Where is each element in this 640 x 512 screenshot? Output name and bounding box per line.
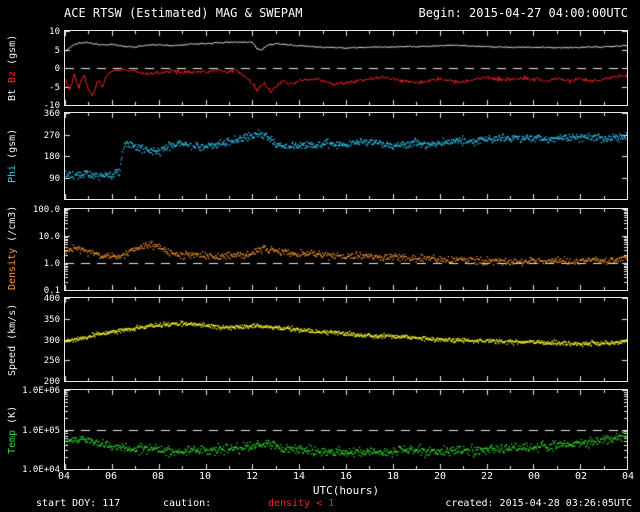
mag-axis-label-part: Bz [7, 65, 18, 84]
density-axis-label: Density (/cm3) [5, 205, 21, 290]
phi-plot-canvas [65, 113, 627, 199]
density-axis-label-part: Density [7, 241, 18, 290]
mag-y-tick-label: 5 [54, 45, 60, 56]
mag-axis-label-part: (gsm) [7, 34, 18, 65]
panel-phi: Phi (gsm) 360 270 180 90 [7, 109, 628, 200]
phi-y-tick-label: 360 [43, 109, 60, 119]
density-y-tick-label: 0.1 [43, 286, 60, 296]
temp-axis-label-part: (K) [7, 405, 18, 424]
begin-timestamp: Begin: 2015-04-27 04:00:00UTC [418, 6, 628, 20]
speed-axis-label-part: (km/s) [7, 303, 18, 340]
x-tick-label: 16 [339, 471, 353, 482]
footer: start DOY: 117 caution: density < 1 crea… [0, 498, 640, 510]
mag-y-tick-label: -10 [43, 101, 60, 111]
x-axis-tick-labels: 04 06 08 10 12 14 16 18 20 22 00 02 04 [58, 471, 634, 483]
x-tick-label: 12 [245, 471, 259, 482]
temp-y-tick-label: 1.0E+05 [22, 425, 60, 436]
phi-y-tick-label: 90 [49, 173, 60, 184]
panel-mag-bt-bz: Bt Bz (gsm) 10 5 0 -5 -10 [7, 27, 628, 111]
speed-y-tick-label: 200 [43, 377, 60, 387]
start-doy-label: start DOY: 117 [36, 498, 121, 509]
speed-axis-label: Speed (km/s) [5, 298, 21, 381]
panel-density: Density (/cm3) 100.0 10.0 1.0 0.1 [7, 205, 628, 296]
speed-axis-label-part: Speed [7, 339, 18, 376]
chart-title: ACE RTSW (Estimated) MAG & SWEPAM [64, 6, 303, 20]
speed-y-tick-label: 300 [43, 335, 60, 346]
temp-y-tick-label: 1.0E+04 [22, 465, 60, 475]
caution-label: caution: [163, 498, 212, 509]
speed-y-tick-label: 350 [43, 314, 60, 325]
density-plot-canvas [65, 209, 627, 290]
speed-y-tick-label: 400 [43, 294, 60, 304]
x-tick-label: 08 [151, 471, 165, 482]
x-tick-label: 04 [57, 471, 71, 482]
phi-y-tick-label: 180 [43, 152, 60, 162]
density-axis-label-part: (/cm3) [7, 205, 18, 242]
panel-speed: Speed (km/s) 400 350 300 250 200 [7, 294, 628, 387]
phi-axis-label-part: Phi [7, 159, 18, 184]
x-tick-label: 20 [433, 471, 447, 482]
temp-axis-label-part: Temp [7, 423, 18, 454]
mag-axis-label: Bt Bz (gsm) [5, 31, 21, 105]
created-timestamp: created: 2015-04-28 03:26:05UTC [445, 498, 632, 509]
caution-value: density < 1 [268, 498, 335, 509]
x-tick-label: 06 [104, 471, 118, 482]
mag-y-tick-label: -5 [49, 82, 60, 93]
x-axis-label: UTC(hours) [312, 484, 380, 497]
x-tick-label: 04 [621, 471, 635, 482]
phi-axis-label-part: (gsm) [7, 128, 18, 160]
x-tick-label: 18 [386, 471, 400, 482]
temp-plot-canvas [65, 390, 627, 469]
temp-y-tick-label: 1.0E+06 [22, 386, 60, 396]
temp-axis-label: Temp (K) [5, 390, 21, 469]
title-row: ACE RTSW (Estimated) MAG & SWEPAM Begin:… [64, 6, 628, 20]
density-y-tick-label: 1.0 [43, 259, 60, 269]
speed-y-tick-label: 250 [43, 356, 60, 367]
mag-y-tick-label: 10 [49, 27, 60, 37]
x-tick-label: 00 [527, 471, 541, 482]
mag-plot-canvas [65, 31, 627, 105]
mag-axis-label-part: Bt [7, 83, 18, 102]
speed-plot-canvas [65, 298, 627, 381]
x-tick-label: 22 [480, 471, 494, 482]
panel-temp: Temp (K) 1.0E+06 1.0E+05 1.0E+04 [7, 386, 628, 475]
density-y-tick-label: 100.0 [32, 205, 60, 215]
x-tick-label: 02 [574, 471, 588, 482]
x-tick-label: 14 [292, 471, 306, 482]
phi-axis-label: Phi (gsm) [5, 113, 21, 199]
density-y-tick-label: 10.0 [38, 232, 60, 242]
phi-y-tick-label: 270 [43, 130, 60, 141]
x-tick-label: 10 [198, 471, 212, 482]
mag-y-tick-label: 0 [54, 64, 60, 74]
